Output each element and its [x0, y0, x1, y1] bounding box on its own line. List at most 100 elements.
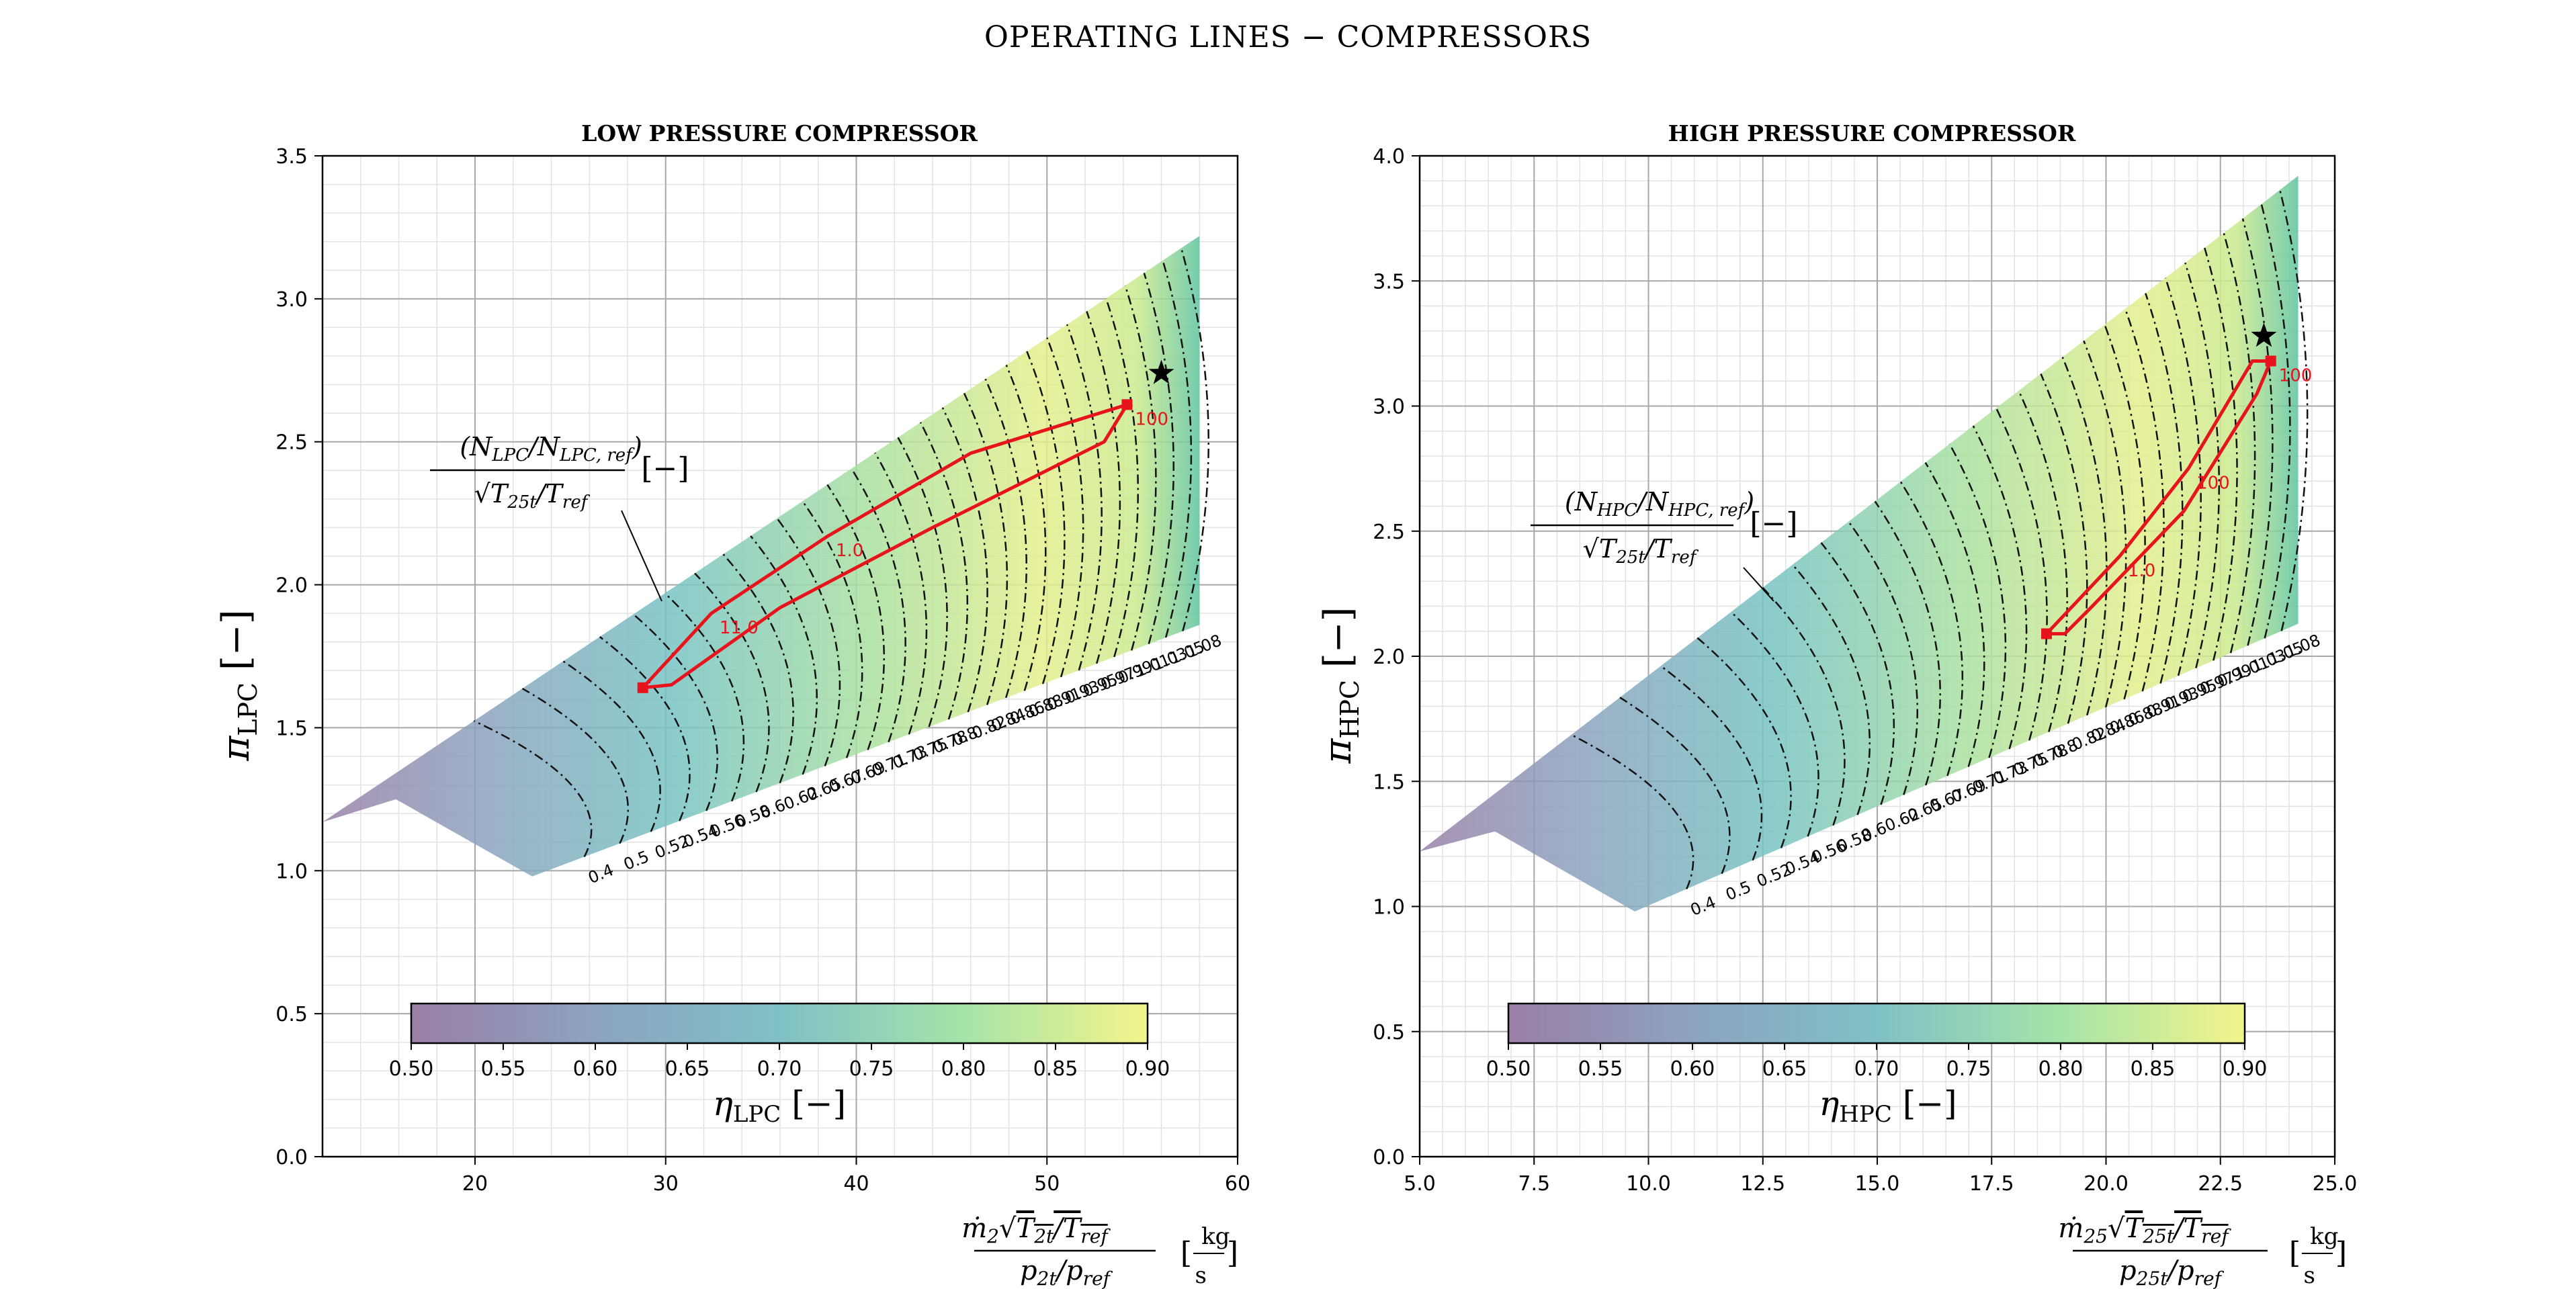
x-tick-label: 17.5 — [1969, 1172, 2014, 1196]
svg-text:ṁ2√T2t/Tref: ṁ2√T2t/Tref — [961, 1213, 1111, 1247]
lpc-colorbar-label: ηLPC [−] — [713, 1084, 846, 1128]
speed-line — [2040, 373, 2088, 724]
efficiency-contour-region — [1420, 175, 2299, 912]
hpc-speed-annotation: (NHPC/NHPC, ref) √T25t/Tref [−] — [1531, 487, 1798, 602]
speed-line — [897, 437, 948, 727]
lpc-axes-frame — [321, 154, 1239, 1158]
x-tick-label: 20.0 — [2084, 1172, 2129, 1196]
lpc-title: LOW PRESSURE COMPRESSOR — [581, 120, 978, 146]
colorbar-tick-label: 0.85 — [1033, 1057, 1078, 1081]
speed-line — [2223, 232, 2256, 654]
speed-line — [2145, 293, 2184, 684]
speed-line — [1972, 425, 2028, 750]
x-tick-label: 22.5 — [2198, 1172, 2243, 1196]
svg-text:ṁ25√T25t/Tref: ṁ25√T25t/Tref — [2058, 1213, 2231, 1247]
speed-line — [776, 517, 841, 766]
colorbar-tick-label: 0.50 — [389, 1057, 434, 1081]
operating-line — [2045, 359, 2274, 635]
colorbar-tick-label: 0.60 — [1670, 1057, 1715, 1081]
design-point-star-icon — [1148, 359, 1174, 384]
speed-line — [1899, 481, 1964, 776]
speed-line-label: 0.4 — [585, 860, 616, 887]
colorbar-tick-label: 0.80 — [2038, 1057, 2084, 1081]
speed-line — [802, 500, 863, 758]
speed-line — [826, 484, 885, 750]
x-tick-label: 30 — [653, 1172, 679, 1196]
x-tick-label: 60 — [1225, 1172, 1250, 1196]
speed-line — [1948, 443, 2007, 758]
y-tick-label: 3.0 — [275, 288, 308, 312]
speed-line — [1180, 248, 1209, 631]
speed-line — [632, 613, 718, 811]
operating-line-label: 100 — [2196, 474, 2230, 494]
hpc-operating-line: 1.0 100 100 — [2041, 322, 2312, 639]
hpc-panel: HIGH PRESSURE COMPRESSOR 0.40.5 0.520.540… — [1316, 120, 2357, 1289]
y-tick-label: 1.0 — [1373, 896, 1405, 920]
speed-line — [1005, 364, 1047, 691]
colorbar-tick-label: 0.50 — [1486, 1057, 1531, 1081]
speed-line — [1697, 637, 1792, 848]
y-tick-label: 3.5 — [275, 145, 308, 169]
y-tick-label: 2.5 — [275, 431, 308, 455]
operating-line-label: 1.0 — [2128, 561, 2155, 581]
colorbar-tick-label: 0.60 — [573, 1057, 618, 1081]
svg-text:(NHPC/NHPC, ref): (NHPC/NHPC, ref) — [1565, 487, 1754, 521]
hpc-title: HIGH PRESSURE COMPRESSOR — [1668, 120, 2076, 146]
operating-point-marker — [2041, 628, 2052, 639]
hpc-map — [1420, 175, 2299, 912]
speed-line — [1660, 665, 1763, 861]
x-tick-label: 20 — [462, 1172, 488, 1196]
svg-text:ηLPC [−]: ηLPC [−] — [713, 1084, 846, 1128]
speed-line — [750, 535, 818, 775]
speed-line — [2184, 262, 2220, 668]
hpc-ticks: 5.0 7.5 10.0 12.5 15.0 17.5 20.0 22.5 25.0 0.0 0.5… — [1373, 145, 2357, 1196]
svg-text:(NLPC/NLPC, ref): (NLPC/NLPC, ref) — [460, 432, 642, 465]
operating-line-label: 100 — [1135, 409, 1168, 429]
operating-line-label: 1.0 — [836, 541, 863, 561]
colorbar-tick-label: 0.75 — [849, 1057, 894, 1081]
colorbar — [410, 1002, 1149, 1044]
y-tick-label: 0.0 — [275, 1146, 308, 1169]
figure-suptitle: OPERATING LINES − COMPRESSORS — [984, 20, 1592, 54]
speed-line — [1619, 697, 1731, 875]
hpc-colorbar-label: ηHPC [−] — [1819, 1084, 1957, 1128]
speed-line — [1762, 587, 1846, 826]
lpc-colorbar: 0.50 0.55 0.60 0.65 0.70 0.75 0.80 0.85 0.90 — [389, 1002, 1170, 1081]
svg-text:[−]: [−] — [641, 451, 689, 486]
operating-point-marker — [637, 682, 648, 693]
x-tick-label: 12.5 — [1740, 1172, 1785, 1196]
speed-line — [2204, 247, 2238, 661]
hpc-ylabel: πHPC [−] — [1316, 607, 1365, 764]
y-tick-label: 0.5 — [1373, 1021, 1405, 1044]
speed-line — [1571, 734, 1694, 890]
y-tick-label: 2.5 — [1373, 521, 1405, 544]
speed-line — [1086, 311, 1121, 664]
operating-point-marker — [2265, 355, 2276, 367]
x-tick-label: 5.0 — [1404, 1172, 1436, 1196]
speed-line — [1792, 564, 1871, 815]
speed-line — [599, 636, 691, 821]
speed-line — [1026, 351, 1066, 684]
y-tick-label: 4.0 — [1373, 145, 1405, 169]
speed-line — [941, 407, 988, 713]
lpc-xlabel: ṁ2√T2t/Tref p2t/pref [ kg s ] — [961, 1213, 1238, 1289]
speed-line — [2061, 357, 2108, 716]
y-tick-label: 3.0 — [1373, 396, 1405, 419]
colorbar-tick-label: 0.65 — [1762, 1057, 1807, 1081]
x-tick-label: 40 — [843, 1172, 869, 1196]
y-tick-label: 1.0 — [275, 860, 308, 883]
speed-line — [919, 422, 968, 720]
speed-line — [874, 452, 928, 735]
speed-line — [2164, 277, 2202, 676]
svg-text:[ kgs ]: [ kg s ] — [1180, 1223, 1238, 1289]
lpc-ticks: 20 30 40 50 60 0.0 0.5 1.0 1.5 2.0 2.5 3.0 3.5 — [275, 145, 1250, 1196]
speed-line — [963, 392, 1008, 705]
y-tick-label: 0.0 — [1373, 1146, 1405, 1169]
speed-line — [473, 720, 593, 858]
colorbar-tick-label: 0.90 — [2223, 1057, 2268, 1081]
svg-text:πLPC [−]: πLPC [−] — [214, 609, 263, 761]
speed-line-label: 0.5 — [621, 847, 652, 874]
speed-line — [1046, 337, 1084, 678]
colorbar-tick-label: 0.70 — [1854, 1057, 1899, 1081]
